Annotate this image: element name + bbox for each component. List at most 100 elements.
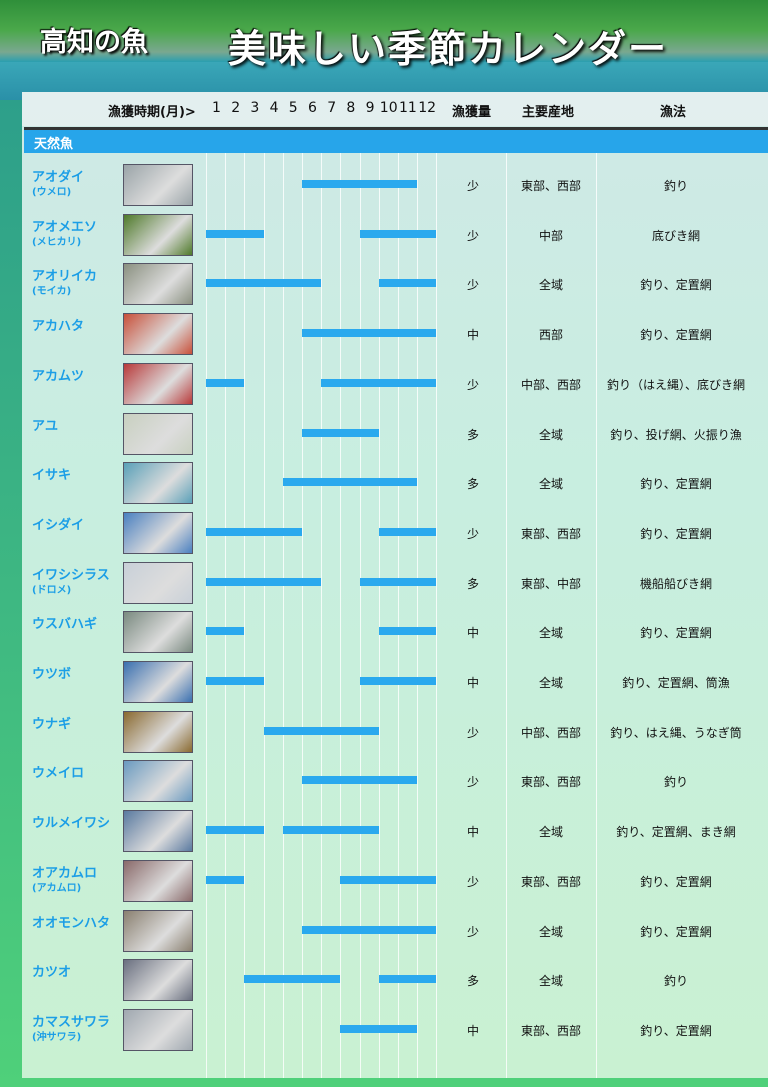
- fish-name: ウナギ: [32, 717, 71, 732]
- fish-photo: [123, 462, 193, 505]
- season-bar: [302, 428, 379, 437]
- fish-name: カマスサワラ (沖サワラ): [32, 1015, 110, 1045]
- catch-amount: 中: [466, 1023, 479, 1038]
- grid-line: [282, 153, 284, 1078]
- fish-name-text: アオメエソ: [32, 219, 98, 235]
- fish-row: アユ多 全域 釣り、投げ網、火振り漁: [22, 411, 768, 461]
- fish-photo: [123, 661, 193, 703]
- month-label: 6: [308, 100, 317, 116]
- fish-photo: [123, 611, 193, 654]
- fish-alt-name: (ドロメ): [32, 584, 72, 596]
- main-area: 全域: [538, 477, 563, 492]
- catch-amount: 多: [466, 427, 479, 442]
- fish-name: イシダイ: [32, 518, 84, 533]
- month-label: 4: [269, 100, 279, 116]
- fish-name-text: オオモンハタ: [32, 915, 111, 931]
- fish-name: イワシシラス (ドロメ): [32, 568, 110, 598]
- grid-line: [225, 153, 227, 1078]
- catch-amount: 少: [466, 377, 479, 392]
- season-bar: [206, 527, 302, 536]
- main-area: 東部、西部: [520, 526, 581, 541]
- fishing-method: 釣り: [663, 179, 688, 193]
- fishing-method: 釣り、はえ縄、うなぎ筒: [610, 725, 742, 740]
- fish-name: ウスバハギ: [32, 617, 97, 632]
- month-label: 7: [327, 100, 337, 116]
- season-bar: [378, 279, 437, 288]
- fish-row: イサキ多 全域 釣り、定置網: [22, 460, 768, 510]
- season-bar: [206, 677, 264, 685]
- fish-name-text: アカムツ: [32, 368, 85, 384]
- catch-amount: 多: [466, 576, 479, 591]
- month-label: 2: [231, 100, 241, 116]
- fish-name-text: アオダイ: [32, 170, 85, 185]
- fish-name: ウルメイワシ: [32, 816, 110, 831]
- season-bar: [206, 378, 245, 387]
- month-label: 12: [418, 100, 437, 116]
- fish-photo: [123, 859, 193, 902]
- page-title: 美味しい季節カレンダー: [228, 27, 669, 71]
- fish-row: ウナギ少 中部、西部 釣り、はえ縄、うなぎ筒: [22, 709, 768, 759]
- method-header: 漁法: [660, 105, 687, 120]
- main-area: 全域: [538, 626, 563, 641]
- fish-name-text: カマスサワラ: [32, 1014, 111, 1030]
- month-label: 3: [250, 100, 260, 116]
- fish-row: アカムツ少 中部、西部 釣り（はえ縄）、底びき網: [22, 361, 768, 411]
- fishing-method: 釣り、定置網: [640, 874, 712, 889]
- season-bar: [302, 180, 418, 188]
- header-subtitle: 高知の魚: [40, 27, 148, 58]
- season-bar: [359, 229, 437, 238]
- fishing-method: 釣り（はえ縄）、底びき網: [606, 377, 745, 392]
- grid-line: [398, 153, 399, 1078]
- grid-line: [340, 153, 342, 1078]
- category-bar: 天然魚: [24, 127, 768, 153]
- fish-name: アオダイ (ウメロ): [32, 170, 84, 200]
- fishing-method: 釣り、定置網: [640, 626, 712, 641]
- fish-photo: [123, 909, 193, 952]
- fishing-method: 釣り、定置網: [640, 924, 712, 939]
- fishing-method: 釣り: [663, 974, 688, 989]
- fish-name-text: イワシシラス: [32, 567, 110, 583]
- catch-amount: 中: [466, 676, 479, 690]
- main-area: 東部、西部: [520, 179, 581, 193]
- fish-row: アオダイ (ウメロ) 少 東部、西部 釣り: [22, 162, 768, 212]
- main-area: 中部、西部: [520, 377, 581, 392]
- month-label: 10: [379, 100, 398, 116]
- fish-name-text: アオリイカ: [32, 269, 98, 285]
- catch-amount: 少: [466, 924, 479, 939]
- main-area: 東部、西部: [520, 775, 581, 790]
- season-bar: [206, 826, 264, 835]
- fish-name-text: オアカムロ: [32, 865, 98, 881]
- season-bar: [321, 378, 437, 387]
- fish-alt-name: (モイカ): [32, 286, 72, 298]
- fish-row: アカハタ中 西部 釣り、定置網: [22, 311, 768, 361]
- main-area: 全域: [538, 427, 563, 442]
- grid-line: [244, 153, 246, 1078]
- fish-alt-name: (沖サワラ): [32, 1031, 82, 1043]
- fish-photo: [123, 710, 193, 753]
- fish-row: カツオ多 全域 釣り: [22, 957, 768, 1007]
- fish-photo: [123, 959, 193, 1002]
- season-bar: [378, 975, 437, 984]
- season-bar: [244, 975, 341, 984]
- grid-line: [417, 153, 419, 1078]
- catch-amount: 多: [466, 974, 479, 989]
- fish-photo: [123, 511, 193, 554]
- fish-name-text: アカハタ: [32, 319, 85, 335]
- month-label: 5: [288, 100, 298, 116]
- fishing-method: 釣り、定置網: [640, 328, 712, 343]
- fish-row: ウメイロ少 東部、西部 釣り: [22, 758, 768, 808]
- season-bar: [378, 627, 437, 636]
- fish-photo: [123, 412, 193, 455]
- main-area: 全域: [538, 924, 563, 939]
- catch-amount: 少: [466, 526, 479, 541]
- fishing-method: 底びき網: [651, 228, 700, 243]
- fish-photo: [123, 313, 193, 356]
- fishing-method: 釣り、定置網: [640, 278, 712, 293]
- season-bar: [206, 627, 245, 636]
- bottom-border: [0, 1078, 768, 1087]
- fishing-method: 釣り、定置網: [640, 1023, 712, 1038]
- fish-name: アユ: [32, 419, 58, 434]
- season-bar: [206, 229, 264, 238]
- season-bar: [282, 478, 418, 487]
- fish-name: アオリイカ (モイカ): [32, 269, 97, 299]
